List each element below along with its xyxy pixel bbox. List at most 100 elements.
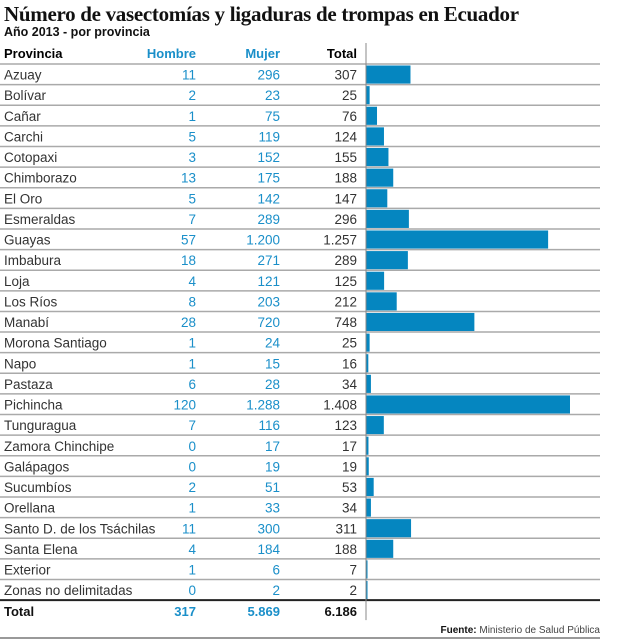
provincia-cell: Pichincha	[4, 398, 63, 413]
hombre-cell: 6	[188, 377, 196, 392]
provincia-cell: Sucumbíos	[4, 480, 72, 495]
hombre-cell: 11	[182, 521, 196, 536]
hombre-cell: 1	[188, 109, 196, 124]
mujer-cell: 33	[265, 501, 280, 516]
bar	[366, 519, 412, 538]
hombre-cell: 5	[188, 129, 196, 144]
provincia-cell: Tunguragua	[4, 418, 77, 433]
hombre-cell: 28	[181, 315, 196, 330]
total-hombre: 317	[174, 604, 196, 619]
total-cell: 147	[334, 191, 357, 206]
total-label: Total	[4, 604, 34, 619]
hombre-cell: 3	[188, 150, 196, 165]
total-cell: 188	[334, 171, 357, 186]
mujer-cell: 296	[257, 68, 280, 83]
mujer-cell: 19	[265, 459, 280, 474]
hombre-cell: 1	[188, 563, 196, 578]
bar	[366, 395, 570, 414]
bar	[366, 312, 475, 332]
bar	[366, 209, 409, 228]
mujer-cell: 1.200	[246, 233, 280, 248]
provincia-cell: Guayas	[4, 233, 51, 248]
bar	[366, 457, 369, 476]
mujer-cell: 28	[265, 377, 280, 392]
mujer-cell: 24	[265, 336, 281, 351]
bar	[366, 147, 389, 167]
bar	[366, 416, 384, 435]
total-cell: 2	[349, 583, 357, 598]
column-header: Provincia	[4, 46, 63, 61]
mujer-cell: 6	[272, 563, 280, 578]
hombre-cell: 4	[188, 542, 196, 557]
provincia-cell: Imbabura	[4, 253, 62, 268]
bar	[366, 333, 370, 352]
hombre-cell: 57	[181, 233, 196, 248]
mujer-cell: 289	[257, 212, 280, 227]
provincia-cell: Santa Elena	[4, 542, 78, 557]
provincia-cell: El Oro	[4, 191, 42, 206]
total-cell: 53	[342, 480, 357, 495]
hombre-cell: 120	[173, 398, 196, 413]
bar	[366, 436, 369, 455]
mujer-cell: 203	[257, 294, 280, 309]
provincia-cell: Napo	[4, 356, 36, 371]
provincia-cell: Orellana	[4, 501, 56, 516]
bar	[366, 292, 397, 311]
bar	[366, 189, 388, 208]
hombre-cell: 5	[188, 191, 196, 206]
provincia-cell: Bolívar	[4, 88, 47, 103]
bar	[366, 498, 371, 517]
bar	[366, 354, 369, 373]
mujer-cell: 152	[257, 150, 280, 165]
total-cell: 19	[342, 459, 357, 474]
provincia-cell: Zamora Chinchipe	[4, 439, 114, 454]
bar	[366, 65, 411, 84]
provincia-cell: Loja	[4, 274, 30, 289]
provincia-cell: Azuay	[4, 68, 42, 83]
total-cell: 34	[342, 377, 358, 392]
mujer-cell: 15	[265, 356, 280, 371]
total-cell: 17	[342, 439, 357, 454]
bar	[366, 581, 368, 600]
mujer-cell: 17	[265, 439, 280, 454]
hombre-cell: 7	[188, 418, 196, 433]
total-cell: 155	[334, 150, 357, 165]
bar	[366, 86, 370, 105]
provincia-cell: Manabí	[4, 315, 49, 330]
chart-title: Número de vasectomías y ligaduras de tro…	[4, 2, 519, 26]
mujer-cell: 1.288	[246, 398, 280, 413]
total-cell: 212	[334, 294, 357, 309]
hombre-cell: 4	[188, 274, 196, 289]
provincia-cell: Santo D. de los Tsáchilas	[4, 521, 156, 536]
bar	[366, 127, 384, 146]
source-note: Fuente: Ministerio de Salud Pública	[440, 625, 600, 636]
mujer-cell: 184	[257, 542, 280, 557]
provincia-cell: Exterior	[4, 563, 51, 578]
bar	[366, 477, 374, 497]
mujer-cell: 175	[257, 171, 280, 186]
total-cell: 25	[342, 88, 357, 103]
bottom-divider	[0, 637, 600, 639]
hombre-cell: 13	[181, 171, 196, 186]
hombre-cell: 2	[188, 88, 196, 103]
bar	[366, 168, 394, 187]
total-cell: 1.257	[323, 233, 357, 248]
mujer-cell: 300	[257, 521, 280, 536]
hombre-cell: 11	[182, 68, 196, 83]
total-cell: 34	[342, 501, 358, 516]
bar	[366, 539, 394, 558]
bar	[366, 560, 368, 579]
mujer-cell: 75	[265, 109, 280, 124]
bar	[366, 251, 408, 270]
provincia-cell: Los Ríos	[4, 294, 58, 309]
source-label: Fuente:	[440, 625, 477, 636]
total-cell: 16	[342, 356, 357, 371]
column-header: Hombre	[147, 46, 196, 61]
total-cell: 311	[335, 521, 357, 536]
hombre-cell: 18	[181, 253, 196, 268]
total-cell: 296	[334, 212, 357, 227]
hombre-cell: 0	[188, 459, 196, 474]
hombre-cell: 2	[188, 480, 196, 495]
provincia-cell: Carchi	[4, 129, 43, 144]
